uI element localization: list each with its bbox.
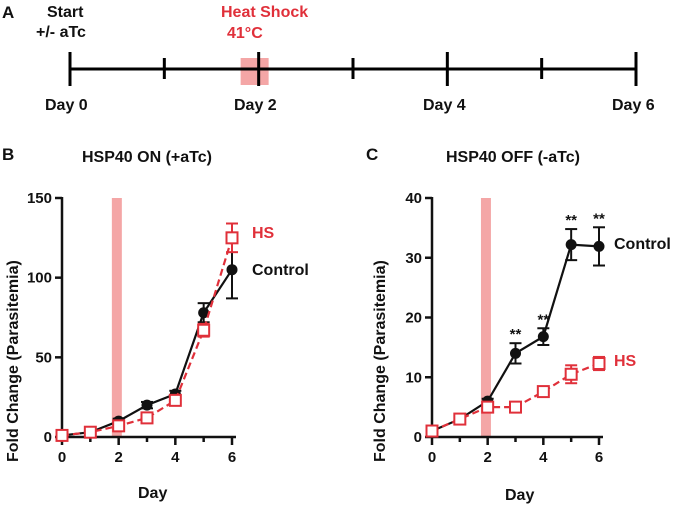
data-point-control [141, 399, 153, 411]
legend-label-hs: HS [252, 225, 275, 242]
timeline [68, 52, 638, 86]
chart-c-xlabel: Day [505, 487, 534, 504]
data-point-hs [453, 412, 467, 426]
data-point-hs [225, 231, 239, 245]
timeline-day-4: Day 4 [423, 97, 466, 114]
timeline-day-2: Day 2 [234, 97, 277, 114]
data-point-hs [55, 428, 69, 442]
x-tick-label: 4 [539, 449, 548, 466]
heat-shock-band [480, 198, 491, 437]
y-tick-label: 40 [405, 190, 422, 207]
timeline-heat-shock-band [240, 58, 269, 85]
x-tick-label: 0 [58, 449, 66, 466]
y-tick-label: 10 [405, 369, 422, 386]
data-point-hs [592, 357, 606, 371]
y-tick-label: 20 [405, 310, 422, 327]
data-point-hs [481, 400, 495, 414]
data-point-hs [197, 323, 211, 337]
heat-shock-band [111, 198, 122, 437]
x-tick-label: 2 [114, 449, 122, 466]
chart-b: 0 50 100 150 0 2 4 6 HS Control [27, 190, 309, 466]
panel-label-c: C [366, 145, 378, 164]
chart-b-ylabel: Fold Change (Parasitemia) [5, 260, 22, 462]
y-tick-label: 0 [44, 429, 52, 446]
chart-b-title: HSP40 ON (+aTc) [82, 149, 212, 166]
panel-label-a: A [2, 3, 14, 22]
x-tick-label: 4 [171, 449, 180, 466]
data-point-hs [112, 419, 126, 433]
legend-label-hs: HS [614, 353, 637, 370]
data-point-hs [536, 385, 550, 399]
x-tick-label: 2 [483, 449, 491, 466]
chart-b-xlabel: Day [138, 485, 167, 502]
chart-c-ylabel: Fold Change (Parasitemia) [372, 260, 389, 462]
y-tick-label: 0 [414, 429, 422, 446]
data-point-control [565, 239, 577, 251]
data-point-control [537, 331, 549, 343]
x-tick-label: 6 [595, 449, 603, 466]
significance-marker: ** [537, 311, 549, 328]
data-point-control [510, 347, 521, 359]
data-point-hs [564, 367, 578, 381]
data-point-hs [509, 400, 522, 414]
timeline-start-atc-label: +/- aTc [36, 24, 86, 41]
data-point-hs [83, 425, 97, 439]
y-tick-label: 50 [35, 349, 52, 366]
legend-label-control: Control [614, 236, 671, 253]
significance-marker: ** [565, 212, 577, 229]
chart-c: 0 10 20 30 40 0 2 4 6 Control HS ** ** ** ** [405, 190, 671, 466]
data-point-control [593, 240, 605, 252]
y-tick-label: 100 [27, 270, 52, 287]
y-tick-label: 30 [405, 250, 422, 267]
significance-marker: ** [593, 210, 605, 227]
timeline-heat-shock-label: Heat Shock [221, 4, 308, 21]
timeline-start-label: Start [47, 4, 84, 21]
panel-label-b: B [2, 145, 14, 164]
timeline-day-0: Day 0 [45, 97, 88, 114]
x-tick-label: 0 [428, 449, 436, 466]
data-point-hs [425, 424, 439, 438]
timeline-heat-shock-temp: 41°C [227, 25, 263, 42]
data-point-hs [140, 411, 154, 425]
data-point-control [198, 307, 210, 319]
legend-label-control: Control [252, 262, 309, 279]
data-point-hs [168, 393, 182, 407]
data-point-control [226, 264, 238, 276]
significance-marker: ** [510, 326, 522, 343]
y-tick-label: 150 [27, 190, 52, 207]
timeline-day-6: Day 6 [612, 97, 655, 114]
chart-c-title: HSP40 OFF (-aTc) [446, 149, 580, 166]
x-tick-label: 6 [228, 449, 236, 466]
